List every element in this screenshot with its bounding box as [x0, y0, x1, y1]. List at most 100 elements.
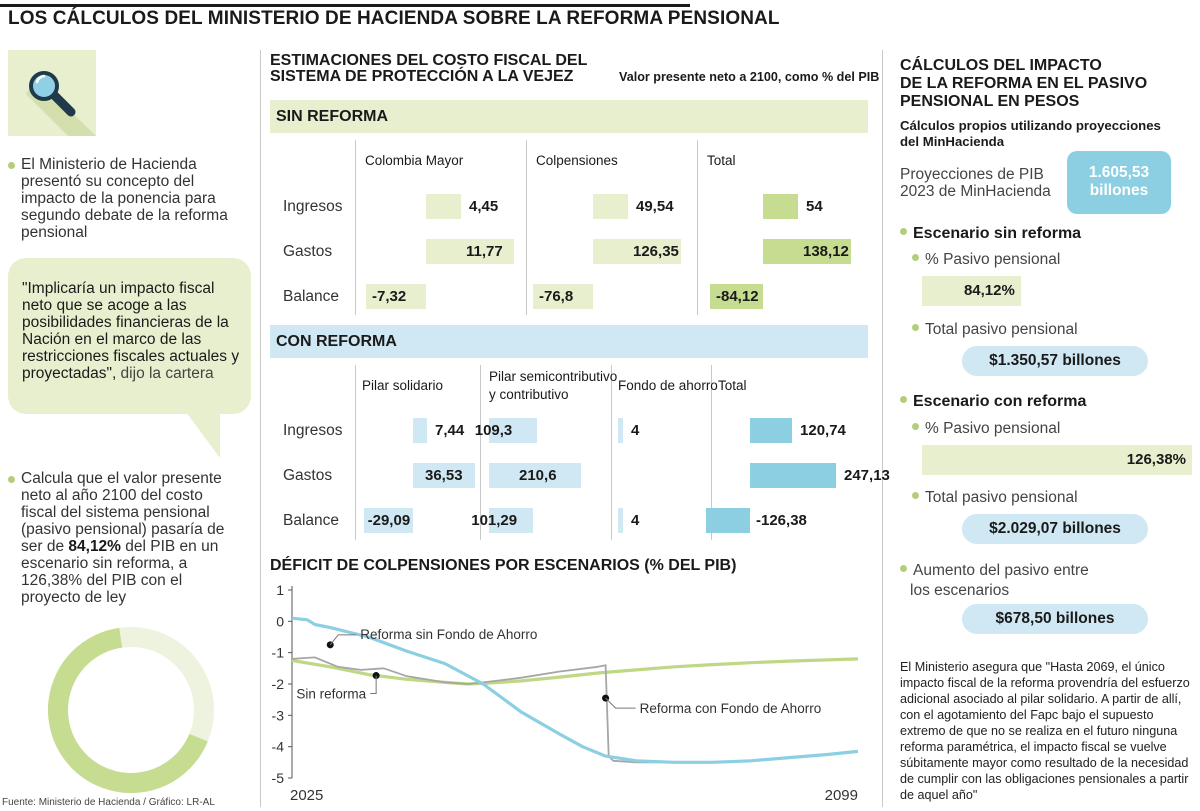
bar-ingresos: [618, 418, 623, 443]
con-reforma-heading: Escenario con reforma: [900, 393, 1086, 411]
bar-gastos: [489, 463, 581, 488]
annotation-label: Reforma sin Fondo de Ahorro: [360, 627, 537, 642]
value-balance: 101,29: [471, 512, 518, 529]
col-pilar-solidario: Pilar solidario: [362, 378, 444, 393]
bar-ingresos: [763, 194, 798, 219]
y-tick-label: -1: [272, 645, 285, 661]
title-rule: [0, 4, 690, 7]
series-line-sin-reforma: [291, 657, 859, 686]
bullet-ministerio: El Ministerio de Hacienda presentó su co…: [8, 156, 240, 241]
quote-attribution: dijo la cartera: [116, 365, 214, 382]
ministry-note: El Ministerio asegura que "Hasta 2069, e…: [900, 660, 1190, 802]
con-pct-bar: 126,38%: [922, 445, 1192, 475]
search-icon-box: [8, 50, 96, 136]
row-label-balance: Balance: [283, 512, 340, 529]
value-gastos: 36,53: [425, 467, 463, 484]
bar-ingresos: [413, 418, 427, 443]
impact-title-line3: PENSIONAL EN PESOS: [900, 93, 1080, 110]
row-label-gastos: Gastos: [283, 467, 333, 484]
value-ingresos: 4: [631, 422, 640, 439]
col-colpensiones: Colpensiones: [536, 153, 618, 168]
search-icon: [26, 71, 96, 136]
sin-total-label: Total pasivo pensional: [912, 321, 1078, 339]
pib-value: 1.605,53: [1088, 164, 1150, 181]
impact-title-line2: DE LA REFORMA EN EL PASIVO: [900, 75, 1148, 92]
bar-ingresos: [750, 418, 793, 443]
bar-balance: [366, 284, 426, 309]
value-ingresos: 54: [806, 198, 823, 215]
bar-balance: [489, 508, 534, 533]
sin-reforma-heading: Escenario sin reforma: [900, 225, 1081, 243]
pib-value-unit: billones: [1089, 182, 1149, 199]
con-pct-label: % Pasivo pensional: [912, 420, 1060, 438]
x-tick-label: 2099: [825, 787, 858, 804]
value-ingresos: 7,44: [435, 422, 465, 439]
estimates-title-line2: SISTEMA DE PROTECCIÓN A LA VEJEZ: [270, 68, 574, 85]
bar-balance: [710, 284, 763, 309]
col-fondo-ahorro: Fondo de ahorro: [618, 378, 718, 393]
value-ingresos: 120,74: [800, 422, 846, 439]
estimates-title-line1: ESTIMACIONES DEL COSTO FISCAL DEL: [270, 52, 588, 69]
value-balance: -126,38: [756, 512, 807, 529]
deficit-line-chart: Reforma sin Fondo de Ahorro Sin reforma Re…: [272, 582, 859, 804]
estimates-subtitle: Valor presente neto a 2100, como % del P…: [619, 70, 880, 84]
y-tick-label: 1: [276, 582, 284, 598]
chart-title: DÉFICIT DE COLPENSIONES POR ESCENARIOS (…: [270, 557, 737, 574]
value-ingresos: 109,3: [474, 422, 513, 439]
bar-balance: [533, 284, 593, 309]
table-divider: [480, 365, 481, 540]
con-total-value: $2.029,07 billones: [962, 514, 1148, 544]
annotation-label: Sin reforma: [296, 687, 366, 702]
series-line-reforma-sin-fondo-de-ahorro: [291, 616, 859, 764]
quote-box: "Implicaría un impacto fiscal neto que s…: [8, 258, 251, 414]
impact-subtitle-line2: del MinHacienda: [900, 134, 1005, 149]
y-tick-label: -4: [272, 739, 285, 755]
value-gastos: 138,12: [803, 243, 849, 260]
row-label-ingresos: Ingresos: [283, 422, 343, 439]
increase-label-line1: Aumento del pasivo entre: [900, 562, 1089, 580]
value-ingresos: 4,45: [469, 198, 499, 215]
row-label-ingresos: Ingresos: [283, 198, 343, 215]
value-gastos: 247,13: [844, 467, 890, 484]
band-con-reforma: CON REFORMA: [270, 325, 868, 358]
bar-ingresos: [426, 194, 461, 219]
donut-chart: [48, 627, 214, 793]
table-divider: [711, 365, 712, 540]
bar-gastos: [750, 463, 836, 488]
value-gastos: 210,6: [519, 467, 557, 484]
bar-ingresos: [489, 418, 537, 443]
value-balance: -29,09: [367, 512, 411, 529]
annotation-leader: [370, 675, 377, 695]
bar-gastos: [593, 239, 681, 264]
y-tick-label: -5: [272, 770, 285, 786]
source-credit: Fuente: Ministerio de Hacienda / Gráfico…: [2, 797, 215, 808]
row-label-balance: Balance: [283, 288, 340, 305]
bar-gastos: [763, 239, 851, 264]
y-tick-label: 0: [276, 613, 284, 629]
pib-label-line2: 2023 de MinHacienda: [900, 183, 1051, 200]
column-divider-right: [882, 50, 883, 807]
table-divider: [355, 365, 356, 540]
pib-label-line1: Proyecciones de PIB: [900, 166, 1044, 183]
table-divider: [355, 140, 356, 315]
bar-balance: [706, 508, 750, 533]
sin-pct-label: % Pasivo pensional: [912, 251, 1060, 269]
annotation-dot: [372, 672, 380, 680]
annotation-label: Reforma con Fondo de Ahorro: [640, 701, 822, 716]
con-total-label: Total pasivo pensional: [912, 489, 1078, 507]
bar-gastos: [426, 239, 514, 264]
y-tick-label: -3: [272, 707, 285, 723]
quote-text: "Implicaría un impacto fiscal neto que s…: [22, 280, 240, 382]
increase-value: $678,50 billones: [962, 604, 1148, 634]
bar-balance: [618, 508, 623, 533]
value-balance: -7,32: [372, 288, 407, 305]
value-ingresos: 49,54: [636, 198, 674, 215]
col-total-con: Total: [718, 378, 747, 393]
annotation-leader: [605, 697, 636, 709]
col-pilar-semicontributivo: Pilar semicontributivo: [489, 369, 618, 384]
impact-subtitle-line1: Cálculos propios utilizando proyecciones: [900, 118, 1161, 133]
bullet-calcula: Calcula que el valor presente neto al añ…: [8, 470, 242, 606]
y-tick-label: -2: [272, 676, 285, 692]
quote-tail: [186, 412, 220, 458]
table-divider: [697, 140, 698, 315]
